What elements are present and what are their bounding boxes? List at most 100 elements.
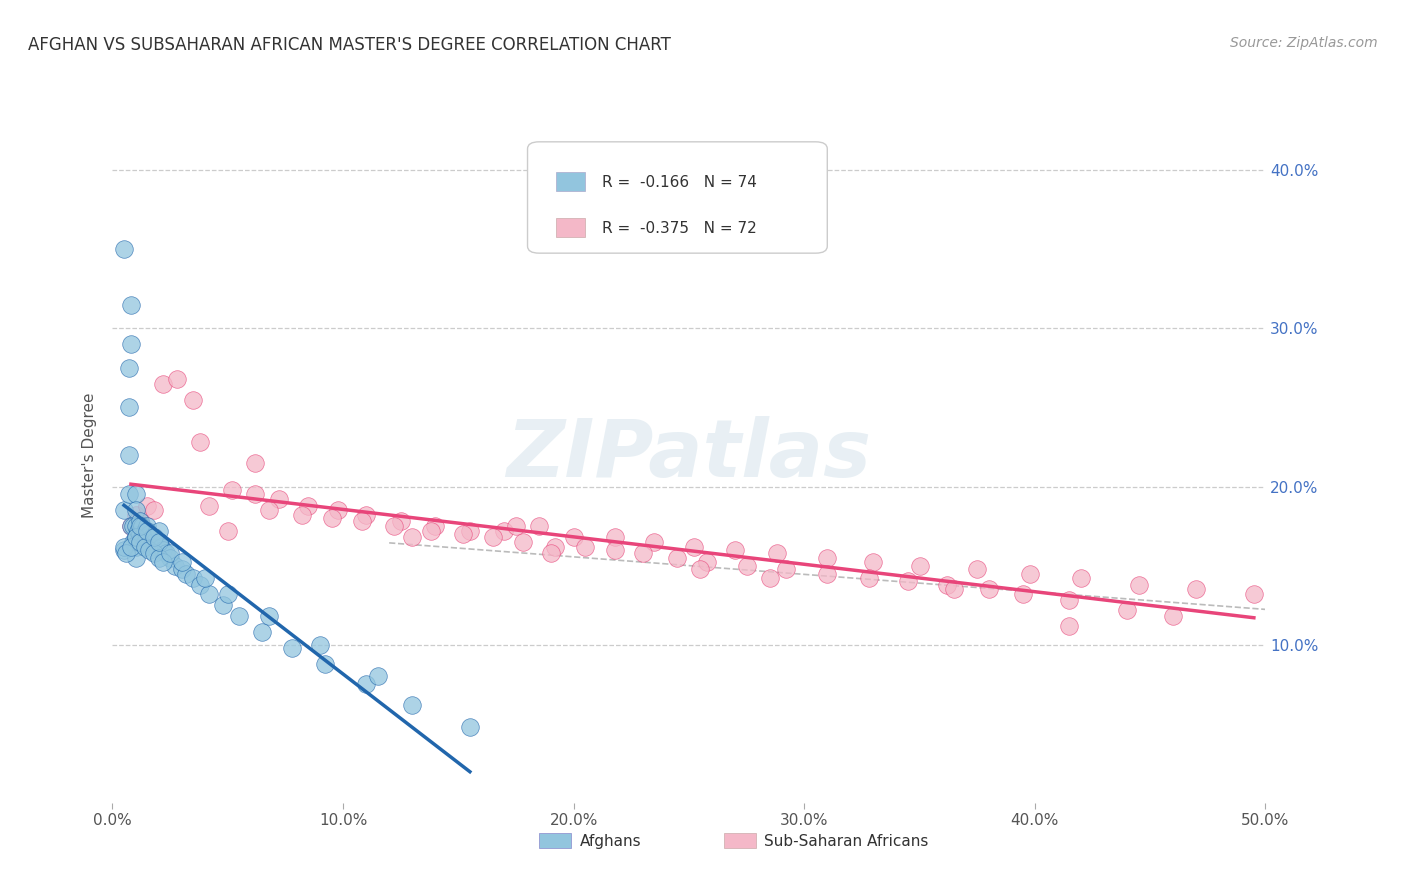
Point [159,550,181,565]
Point [143,546,166,560]
Point [148,534,170,549]
Point [735,558,758,573]
Point [124,508,146,522]
Point [112,243,135,257]
Point [129,514,152,528]
Point [245,487,267,501]
Point [217,587,239,601]
Point [512,534,534,549]
Y-axis label: Master's Degree: Master's Degree [82,392,97,517]
Point [152,556,174,570]
Point [112,540,135,554]
Point [419,524,441,538]
Point [143,503,166,517]
Point [527,519,550,533]
Point [170,556,193,570]
Point [129,519,152,533]
Point [217,524,239,538]
Point [138,527,160,541]
Point [131,530,153,544]
Point [908,558,931,573]
Point [188,435,211,450]
Point [544,540,567,554]
Point [124,503,146,517]
Bar [724,833,756,848]
Text: ZIPatlas: ZIPatlas [506,416,872,494]
Point [451,527,474,541]
Point [112,503,135,517]
Point [152,376,174,391]
Point [181,571,204,585]
Point [314,657,336,671]
Point [228,609,250,624]
Point [134,534,156,549]
Point [124,487,146,501]
Point [267,492,290,507]
Point [136,530,159,544]
Point [1059,593,1081,607]
Point [281,640,304,655]
Text: Source: ZipAtlas.com: Source: ZipAtlas.com [1230,36,1378,50]
Point [134,540,156,554]
Point [120,298,142,312]
Point [1116,603,1139,617]
Point [117,401,139,415]
Point [354,508,377,522]
Point [124,530,146,544]
Point [194,571,217,585]
Point [765,546,787,560]
Point [136,519,159,533]
Point [152,542,174,557]
Point [505,519,527,533]
FancyBboxPatch shape [557,172,585,191]
Point [540,546,562,560]
Text: R =  -0.166   N = 74: R = -0.166 N = 74 [603,176,758,190]
Point [724,542,747,557]
Point [212,598,235,612]
Point [401,698,423,712]
Point [259,609,281,624]
Point [143,530,166,544]
Point [127,534,149,549]
Point [858,571,880,585]
Point [245,456,267,470]
Point [124,540,146,554]
Point [136,499,159,513]
Point [129,514,152,528]
Point [1128,577,1150,591]
Point [221,483,243,497]
Point [494,524,516,538]
Point [120,519,142,533]
Point [297,499,319,513]
Point [170,562,193,576]
Point [117,448,139,462]
Point [148,524,170,538]
Point [1243,587,1265,601]
Point [682,540,704,554]
Point [129,534,152,549]
Point [166,372,188,386]
Point [354,677,377,691]
Point [143,534,166,549]
Point [1070,571,1092,585]
Point [815,550,838,565]
Point [149,540,172,554]
Point [124,550,146,565]
Point [129,527,152,541]
Point [198,587,221,601]
Point [155,546,177,560]
Point [124,530,146,544]
Point [458,524,481,538]
Point [112,542,135,557]
Point [163,558,186,573]
Point [174,566,197,581]
Point [401,530,423,544]
Point [328,503,350,517]
Point [815,566,838,581]
Point [138,542,160,557]
Point [127,524,149,538]
Point [181,392,204,407]
Point [574,540,596,554]
Point [389,514,412,528]
Point [605,530,627,544]
